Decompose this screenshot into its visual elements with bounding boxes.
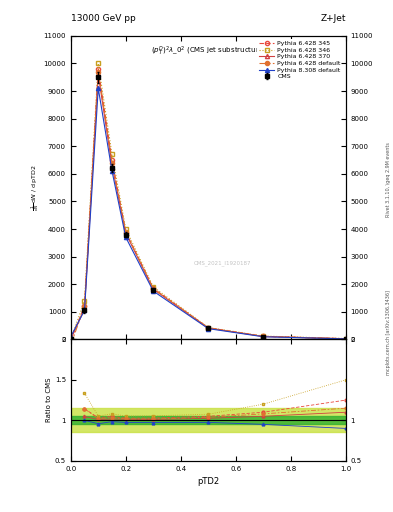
Text: CMS_2021_I1920187: CMS_2021_I1920187 (193, 261, 251, 266)
Pythia 6.428 345 (151, 285, 156, 291)
Pythia 6.428 345 (110, 157, 114, 163)
Pythia 6.428 370 (110, 162, 114, 168)
Pythia 6.428 default (261, 333, 266, 339)
Pythia 6.428 default (82, 303, 87, 309)
Text: $(p_T^D)^2\lambda\_0^2$ (CMS jet substructure): $(p_T^D)^2\lambda\_0^2$ (CMS jet substru… (151, 45, 266, 58)
Pythia 6.428 346 (68, 336, 73, 343)
Pythia 6.428 346 (110, 152, 114, 158)
Pythia 6.428 370 (68, 336, 73, 343)
Pythia 8.308 default (82, 307, 87, 313)
Pythia 6.428 346 (206, 325, 211, 331)
Pythia 6.428 default (110, 160, 114, 166)
Pythia 6.428 default (343, 336, 348, 342)
Pythia 6.428 370 (261, 333, 266, 339)
Pythia 6.428 370 (82, 306, 87, 312)
Line: Pythia 6.428 346: Pythia 6.428 346 (69, 61, 348, 342)
Pythia 8.308 default (110, 168, 114, 174)
Pythia 6.428 345 (123, 229, 128, 235)
Line: Pythia 6.428 370: Pythia 6.428 370 (69, 72, 348, 342)
Pythia 6.428 346 (151, 284, 156, 290)
Pythia 6.428 370 (151, 286, 156, 292)
Line: Pythia 6.428 default: Pythia 6.428 default (69, 70, 348, 347)
Pythia 8.308 default (96, 85, 101, 91)
Line: Pythia 6.428 345: Pythia 6.428 345 (69, 67, 348, 342)
Pythia 6.428 345 (261, 333, 266, 339)
Pythia 8.308 default (151, 288, 156, 294)
Pythia 6.428 default (96, 69, 101, 75)
Pythia 6.428 default (206, 325, 211, 331)
Pythia 6.428 345 (68, 336, 73, 343)
Pythia 8.308 default (343, 336, 348, 342)
Pythia 6.428 346 (123, 226, 128, 232)
Pythia 6.428 default (68, 342, 73, 348)
Pythia 6.428 default (123, 229, 128, 236)
Text: 13000 GeV pp: 13000 GeV pp (71, 14, 136, 23)
Pythia 8.308 default (206, 326, 211, 332)
Pythia 6.428 370 (343, 336, 348, 342)
Legend: Pythia 6.428 345, Pythia 6.428 346, Pythia 6.428 370, Pythia 6.428 default, Pyth: Pythia 6.428 345, Pythia 6.428 346, Pyth… (257, 39, 343, 81)
Pythia 6.428 346 (82, 297, 87, 304)
X-axis label: pTD2: pTD2 (197, 477, 219, 486)
Pythia 6.428 345 (96, 66, 101, 72)
Pythia 6.428 370 (206, 325, 211, 331)
Y-axis label: Ratio to CMS: Ratio to CMS (46, 378, 52, 422)
Pythia 6.428 346 (343, 335, 348, 342)
Pythia 6.428 345 (343, 336, 348, 342)
Pythia 6.428 default (151, 286, 156, 292)
Line: Pythia 8.308 default: Pythia 8.308 default (69, 86, 348, 341)
Pythia 6.428 370 (96, 71, 101, 77)
Pythia 6.428 345 (82, 303, 87, 309)
Text: Rivet 3.1.10, \geq 2.9M events: Rivet 3.1.10, \geq 2.9M events (386, 142, 391, 217)
Pythia 8.308 default (123, 234, 128, 240)
Pythia 8.308 default (261, 334, 266, 340)
Text: mcplots.cern.ch [arXiv:1306.3436]: mcplots.cern.ch [arXiv:1306.3436] (386, 290, 391, 375)
Pythia 6.428 346 (261, 333, 266, 339)
Pythia 6.428 345 (206, 325, 211, 331)
Pythia 8.308 default (68, 333, 73, 339)
Y-axis label: $\frac{1}{\mathrm{d}N}\ \mathrm{d}N\ /\ \mathrm{d}\,\mathrm{pTD2}$: $\frac{1}{\mathrm{d}N}\ \mathrm{d}N\ /\ … (29, 164, 40, 211)
Pythia 6.428 370 (123, 230, 128, 236)
Pythia 6.428 346 (96, 60, 101, 67)
Text: Z+Jet: Z+Jet (320, 14, 346, 23)
